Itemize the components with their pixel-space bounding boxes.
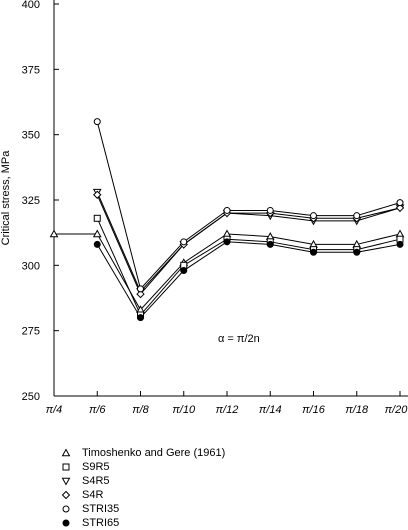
legend-label: Timoshenko and Gere (1961) bbox=[82, 447, 226, 459]
y-tick-label: 350 bbox=[22, 130, 40, 142]
x-ticks: π/4 π/6 π/8 π/10 π/12 π/14 π/16 π/18 π/20 bbox=[46, 391, 408, 416]
data-point bbox=[92, 229, 102, 238]
data-point bbox=[180, 238, 188, 246]
x-tick-label: π/16 bbox=[302, 404, 326, 416]
legend-marker-icon bbox=[61, 448, 71, 457]
series-markers bbox=[49, 118, 405, 322]
legend-marker-icon bbox=[62, 505, 70, 513]
x-tick-label: π/18 bbox=[345, 404, 369, 416]
data-point bbox=[310, 212, 317, 220]
series-line-1 bbox=[54, 233, 401, 311]
series-line-6 bbox=[96, 241, 401, 319]
legend: Timoshenko and Gere (1961) S9R5 S4R5 S4R STR… bbox=[60, 446, 225, 530]
legend-marker bbox=[62, 463, 70, 471]
x-tick-label: π/12 bbox=[216, 404, 239, 416]
x-tick-label: π/14 bbox=[259, 404, 282, 416]
legend-item: S4R bbox=[60, 488, 225, 502]
legend-label: STRI65 bbox=[82, 517, 120, 529]
data-point bbox=[223, 206, 231, 214]
legend-marker bbox=[61, 448, 71, 457]
legend-item: STRI35 bbox=[60, 502, 225, 516]
axes-frame bbox=[53, 0, 408, 397]
legend-marker bbox=[62, 519, 70, 527]
legend-label: S4R bbox=[82, 489, 104, 501]
y-tick-label: 300 bbox=[22, 260, 40, 272]
data-point bbox=[93, 118, 101, 126]
chart-annotation: α = π/2n bbox=[218, 333, 260, 345]
legend-label: S9R5 bbox=[82, 461, 110, 473]
y-tick-label: 400 bbox=[22, 0, 40, 11]
series-line-2 bbox=[96, 218, 401, 316]
data-point bbox=[396, 240, 404, 248]
legend-item: S9R5 bbox=[60, 460, 225, 474]
data-point bbox=[395, 203, 405, 213]
data-point bbox=[93, 214, 101, 222]
data-point bbox=[49, 229, 59, 238]
series-line-3 bbox=[96, 191, 401, 293]
legend-marker-icon bbox=[62, 519, 70, 527]
legend-label: S4R5 bbox=[82, 475, 110, 487]
data-point bbox=[180, 267, 188, 275]
x-tick-label: π/10 bbox=[172, 404, 196, 416]
data-point bbox=[93, 190, 102, 199]
data-point bbox=[136, 289, 145, 299]
data-point bbox=[137, 285, 144, 293]
series-line-5 bbox=[96, 121, 401, 290]
x-tick-label: π/4 bbox=[46, 404, 63, 416]
y-ticks: 250 275 300 325 350 375 400 bbox=[22, 0, 59, 403]
legend-marker bbox=[62, 505, 70, 513]
legend-item: STRI65 bbox=[60, 516, 225, 530]
legend-marker-icon bbox=[61, 477, 71, 486]
legend-item: S4R5 bbox=[60, 474, 225, 488]
legend-label: STRI35 bbox=[82, 503, 120, 515]
y-tick-label: 375 bbox=[22, 64, 40, 76]
legend-marker-icon bbox=[62, 463, 70, 471]
y-tick-label: 275 bbox=[22, 326, 40, 338]
x-tick-label: π/8 bbox=[132, 404, 149, 416]
data-point bbox=[353, 212, 361, 220]
x-tick-label: π/20 bbox=[385, 404, 408, 416]
y-tick-label: 325 bbox=[22, 195, 40, 207]
data-point bbox=[93, 240, 101, 248]
data-point bbox=[353, 248, 361, 256]
data-point bbox=[266, 240, 274, 248]
x-tick-label: π/6 bbox=[89, 404, 106, 416]
data-point bbox=[396, 199, 404, 207]
legend-item: Timoshenko and Gere (1961) bbox=[60, 446, 225, 460]
legend-marker bbox=[61, 490, 71, 500]
data-point bbox=[266, 206, 274, 214]
legend-marker-icon bbox=[61, 490, 71, 500]
legend-marker bbox=[61, 477, 71, 486]
data-point bbox=[310, 248, 317, 256]
y-tick-label: 250 bbox=[22, 391, 40, 403]
y-axis-label: Critical stress, MPa bbox=[0, 150, 12, 246]
data-point bbox=[223, 238, 231, 246]
series-line-4 bbox=[96, 194, 401, 296]
series-lines bbox=[54, 121, 401, 319]
data-point bbox=[137, 314, 144, 322]
